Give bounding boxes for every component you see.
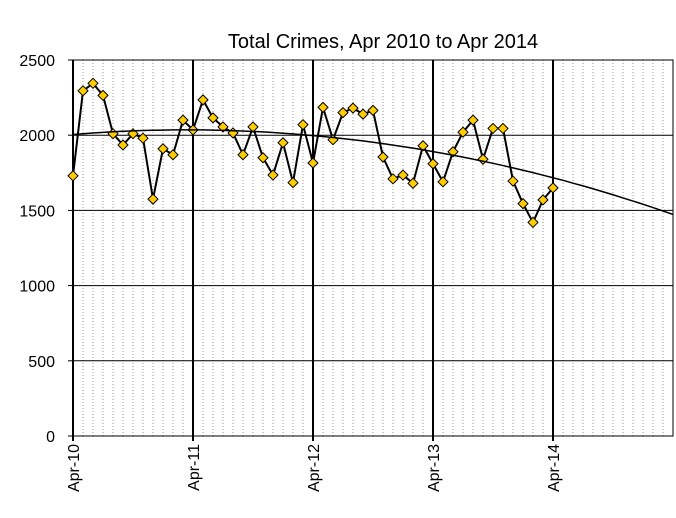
marker <box>377 151 389 163</box>
x-tick-label: Apr-13 <box>426 444 443 492</box>
marker <box>87 77 99 90</box>
marker <box>547 182 559 194</box>
trend-line <box>72 129 674 216</box>
marker <box>217 121 229 133</box>
marker <box>527 216 539 229</box>
marker <box>207 112 219 124</box>
marker <box>197 94 209 106</box>
y-tick-label: 0 <box>46 429 55 446</box>
marker <box>497 122 509 135</box>
marker <box>427 158 439 170</box>
marker <box>157 143 169 155</box>
marker <box>167 149 179 161</box>
marker <box>287 176 299 189</box>
marker <box>267 169 279 181</box>
marker <box>177 114 189 126</box>
marker <box>147 193 159 205</box>
x-tick-label: Apr-14 <box>546 444 563 492</box>
x-tick-label: Apr-10 <box>66 444 83 492</box>
marker <box>467 114 479 126</box>
marker <box>97 89 109 102</box>
marker <box>117 139 129 151</box>
marker <box>337 106 349 119</box>
marker <box>357 108 369 120</box>
marker <box>457 126 469 138</box>
marker <box>437 176 449 188</box>
x-tick-label: Apr-11 <box>186 444 203 491</box>
marker <box>397 169 409 181</box>
marker <box>327 134 339 146</box>
marker <box>477 153 489 165</box>
marker <box>487 122 499 135</box>
y-tick-label: 500 <box>28 354 55 371</box>
marker <box>237 149 249 161</box>
marker <box>247 121 259 133</box>
y-tick-label: 2000 <box>19 128 55 145</box>
marker <box>277 137 289 149</box>
marker <box>537 194 549 206</box>
marker <box>67 170 79 182</box>
marker <box>257 152 269 164</box>
marker <box>367 104 379 117</box>
x-tick-label: Apr-12 <box>306 444 323 492</box>
marker <box>507 175 519 187</box>
marker <box>517 197 529 210</box>
y-tick-label: 1000 <box>19 279 55 296</box>
marker <box>407 177 419 190</box>
y-tick-label: 1500 <box>19 203 55 220</box>
marker <box>227 127 239 139</box>
marker <box>387 173 399 185</box>
chart-title: Total Crimes, Apr 2010 to Apr 2014 <box>228 31 538 53</box>
marker <box>307 157 319 169</box>
marker <box>417 140 429 152</box>
marker <box>77 85 89 97</box>
y-tick-label: 2500 <box>19 53 55 70</box>
marker <box>317 101 329 114</box>
plot-frame <box>72 59 674 437</box>
marker <box>137 132 149 144</box>
marker <box>347 102 359 114</box>
marker <box>297 118 309 131</box>
